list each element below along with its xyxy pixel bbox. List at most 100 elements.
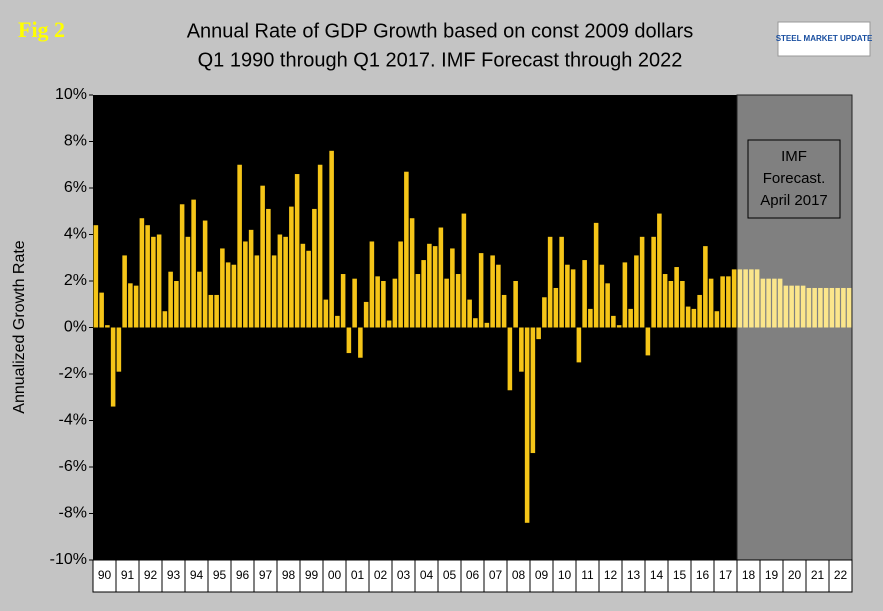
bar	[162, 311, 168, 328]
bar	[225, 262, 231, 328]
logo-box	[777, 21, 871, 57]
x-tick-label: 13	[627, 568, 641, 582]
bar	[105, 325, 110, 328]
bar	[289, 206, 294, 328]
annotation: IMF	[781, 148, 807, 165]
bar	[346, 327, 352, 354]
bar	[191, 199, 196, 328]
bar	[789, 285, 794, 328]
bar	[708, 278, 714, 328]
bar	[369, 241, 375, 328]
bar	[547, 236, 553, 328]
y-tick-label: -2%	[59, 365, 87, 382]
plot-area	[93, 95, 852, 560]
y-tick-label: -10%	[50, 551, 87, 568]
bar	[501, 294, 507, 328]
x-tick-label: 94	[190, 568, 204, 582]
x-tick-label: 03	[397, 568, 411, 582]
x-tick-label: 14	[650, 568, 664, 582]
bar	[542, 297, 547, 328]
y-tick-label: 6%	[64, 179, 87, 196]
bar	[507, 327, 513, 391]
x-tick-label: 92	[144, 568, 158, 582]
bar	[432, 246, 438, 328]
chart-subtitle: Q1 1990 through Q1 2017. IMF Forecast th…	[198, 49, 683, 71]
bar	[467, 299, 472, 328]
bar	[358, 327, 363, 358]
bar	[714, 311, 720, 328]
bar	[697, 294, 702, 328]
bar	[599, 264, 605, 328]
bar	[593, 222, 599, 328]
annotation: Forecast.	[763, 170, 826, 187]
bar	[415, 274, 421, 328]
x-tick-label: 01	[351, 568, 365, 582]
bar	[179, 204, 185, 328]
bar	[386, 320, 392, 328]
bar	[812, 287, 817, 328]
bar	[202, 220, 208, 328]
bar	[122, 255, 127, 328]
bar	[461, 213, 467, 328]
bar	[570, 269, 576, 328]
bar	[841, 287, 846, 328]
bar	[271, 255, 277, 328]
bar	[392, 278, 398, 328]
bar	[639, 236, 645, 328]
x-tick-label: 00	[328, 568, 342, 582]
bar	[622, 262, 628, 328]
bar	[703, 246, 708, 328]
x-tick-label: 11	[581, 568, 594, 582]
bar	[99, 292, 104, 328]
bar	[404, 171, 409, 328]
bar	[478, 253, 484, 328]
bar	[151, 236, 156, 328]
bar	[139, 218, 145, 328]
bar	[323, 299, 329, 328]
bar	[760, 278, 766, 328]
bar	[519, 327, 524, 372]
bar	[731, 269, 737, 328]
bar	[588, 308, 593, 328]
bar	[605, 283, 610, 328]
bar	[616, 325, 622, 328]
x-tick-label: 17	[719, 568, 733, 582]
y-tick-label: -6%	[59, 458, 87, 475]
bar	[806, 287, 812, 328]
bar	[496, 264, 501, 328]
bar	[421, 260, 426, 328]
bar	[231, 264, 237, 328]
x-axis-strip	[92, 559, 853, 593]
bar	[444, 278, 449, 328]
bar	[427, 243, 432, 328]
bar	[582, 260, 587, 328]
x-tick-label: 99	[305, 568, 319, 582]
bar	[116, 327, 122, 372]
bar	[266, 208, 271, 328]
bar	[680, 281, 685, 328]
bar	[634, 255, 639, 328]
bar	[536, 327, 541, 340]
bar	[455, 274, 461, 328]
x-tick-label: 05	[443, 568, 457, 582]
bar	[783, 285, 789, 328]
y-tick-label: 8%	[64, 133, 87, 150]
x-tick-label: 91	[121, 568, 135, 582]
x-tick-label: 15	[673, 568, 687, 582]
bar	[835, 287, 840, 328]
bar	[243, 241, 248, 328]
bar	[685, 306, 691, 328]
bar	[490, 255, 495, 328]
bar	[829, 287, 835, 328]
x-tick-label: 06	[466, 568, 480, 582]
bar	[340, 274, 346, 328]
bar	[795, 285, 800, 328]
bar	[156, 234, 162, 328]
x-tick-label: 04	[420, 568, 434, 582]
bar	[720, 276, 725, 328]
bar	[800, 285, 806, 328]
bar	[375, 276, 380, 328]
bar	[237, 164, 242, 328]
bar	[197, 271, 202, 328]
